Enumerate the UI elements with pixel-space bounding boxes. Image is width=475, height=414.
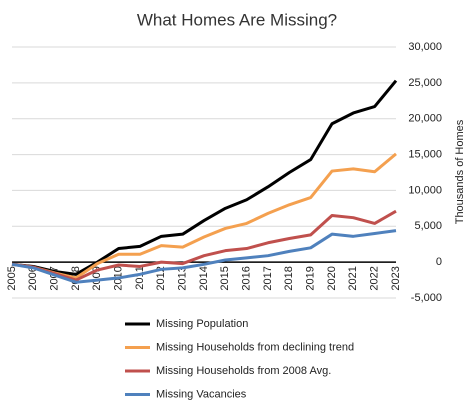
x-tick-label: 2013: [177, 266, 189, 290]
x-tick-label: 2016: [241, 266, 253, 290]
y-tick-label: 25,000: [408, 77, 442, 89]
y-tick-label: 0: [436, 256, 442, 268]
x-tick-label: 2017: [262, 266, 274, 290]
x-tick-label: 2012: [155, 266, 167, 290]
x-tick-label: 2006: [27, 266, 39, 290]
legend-label: Missing Households from 2008 Avg.: [156, 365, 331, 377]
series-line: [11, 79, 398, 276]
y-tick-label: 5,000: [414, 220, 442, 232]
chart-title: What Homes Are Missing?: [137, 10, 337, 29]
x-tick-label: 2022: [369, 266, 381, 290]
x-tick-label: 2019: [305, 266, 317, 290]
y-tick-label: 20,000: [408, 113, 442, 125]
series-line: [11, 229, 397, 284]
legend-label: Missing Population: [156, 318, 248, 330]
x-tick-label: 2021: [347, 266, 359, 290]
y-tick-label: -5,000: [411, 292, 442, 304]
y-tick-label: 30,000: [408, 41, 442, 53]
x-tick-label: 2011: [134, 266, 146, 290]
y-tick-label: 10,000: [408, 184, 442, 196]
legend-label: Missing Households from declining trend: [156, 341, 354, 353]
x-tick-label: 2014: [198, 266, 210, 290]
series-line: [11, 209, 397, 282]
x-tick-label: 2015: [219, 266, 231, 290]
x-tick-label: 2023: [390, 266, 402, 290]
y-tick-label: 15,000: [408, 148, 442, 160]
series-line: [11, 152, 397, 280]
y-axis-title: Thousands of Homes: [454, 119, 466, 224]
x-tick-label: 2005: [6, 266, 18, 290]
x-tick-label: 2018: [283, 266, 295, 290]
x-tick-label: 2020: [326, 266, 338, 290]
legend-label: Missing Vacancies: [156, 388, 247, 400]
